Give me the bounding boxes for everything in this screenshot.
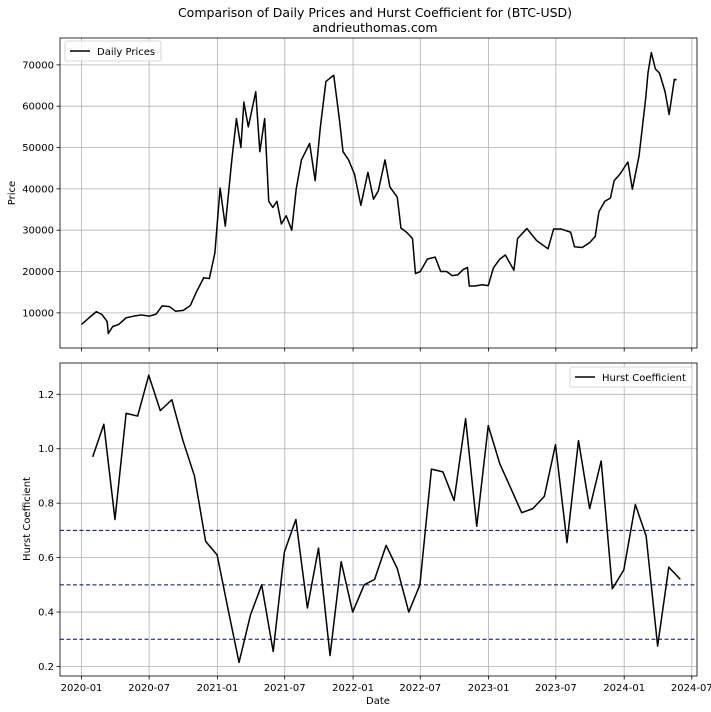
xtick-label: 2021-01 [197,683,239,694]
hurst-ytick-label: 0.6 [38,553,54,564]
price-panel: 10000 20000 30000 40000 50000 60000 70000 Pric… [7,37,698,352]
xtick-label: 2022-01 [332,683,374,694]
xtick-label: 2022-07 [399,683,441,694]
hurst-ylabel: Hurst Coefficient [22,477,33,561]
hurst-ytick-label: 1.2 [38,390,54,401]
price-ticks: 10000 20000 30000 40000 50000 60000 70000 [22,60,693,352]
figure-subtitle: andrieuthomas.com [312,20,437,35]
xtick-label: 2024-07 [671,683,711,694]
hurst-ytick-label: 0.8 [38,499,54,510]
hurst-ytick-label: 0.2 [38,662,54,673]
xtick-label: 2023-07 [535,683,577,694]
price-ytick-label: 30000 [22,226,54,237]
hurst-ticks: 2020-01 2020-07 2021-01 2021-07 2022-01 2022-… [38,390,711,694]
price-ylabel: Price [7,181,18,205]
hurst-legend: Hurst Coefficient [569,366,693,388]
price-ytick-label: 20000 [22,267,54,278]
price-legend-box [64,40,162,62]
xtick-label: 2024-01 [603,683,645,694]
price-legend: Daily Prices [64,40,162,62]
price-ytick-label: 60000 [22,102,54,113]
hurst-plot-area [60,374,697,664]
price-axes-frame [59,37,698,349]
price-ytick-label: 10000 [22,308,54,319]
xtick-label: 2021-07 [264,683,306,694]
hurst-series-line [91,374,681,664]
figure-title: Comparison of Daily Prices and Hurst Coe… [178,5,572,20]
xtick-label: 2020-07 [128,683,170,694]
hurst-ytick-label: 0.4 [38,608,54,619]
hurst-axes-frame [59,362,698,677]
price-ytick-label: 40000 [22,184,54,195]
hurst-ytick-label: 1.0 [38,444,54,455]
xtick-label: 2023-01 [468,683,510,694]
price-legend-label: Daily Prices [97,47,155,58]
hurst-legend-box [569,366,693,388]
hurst-panel: 2020-01 2020-07 2021-01 2021-07 2022-01 2022-… [22,362,711,694]
price-plot-area [81,51,677,335]
price-ytick-label: 50000 [22,143,54,154]
price-ytick-label: 70000 [22,60,54,71]
price-series-line [81,51,677,335]
hurst-legend-label: Hurst Coefficient [602,373,686,384]
x-axis-label: Date [366,696,390,707]
xtick-label: 2020-01 [61,683,103,694]
